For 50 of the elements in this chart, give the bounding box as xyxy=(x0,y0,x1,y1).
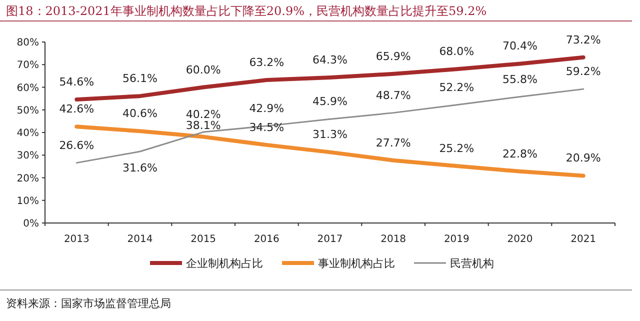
text: 55.8% xyxy=(502,72,538,86)
chart-title: 图18：2013-2021年事业制机构数量占比下降至20.9%，民营机构数量占比提升至59.2% xyxy=(6,4,487,18)
y-tick-label: 30% xyxy=(16,150,39,162)
text: 70.4% xyxy=(502,40,538,53)
x-tick-label: 2021 xyxy=(570,234,596,245)
text: 64.3% xyxy=(312,54,348,67)
text: 42.9% xyxy=(249,102,284,115)
x-tick-label: 2013 xyxy=(64,234,90,245)
text: 56.1% xyxy=(122,72,158,86)
text: 27.7% xyxy=(376,136,411,150)
y-tick-label: 0% xyxy=(23,218,39,230)
x-tick-label: 2015 xyxy=(190,234,216,245)
text: 26.6% xyxy=(59,138,94,152)
text: 38.1% xyxy=(186,118,221,132)
text: 60.0% xyxy=(186,63,221,76)
text: 68.0% xyxy=(439,45,474,58)
text: 31.3% xyxy=(312,128,348,142)
legend-label: 企业制机构占比 xyxy=(186,256,263,270)
text: 40.2% xyxy=(186,108,221,122)
text: 52.2% xyxy=(439,80,474,94)
legend-label: 事业制机构占比 xyxy=(318,256,395,270)
x-tick-label: 2014 xyxy=(127,234,153,245)
text: 45.9% xyxy=(312,95,348,108)
text: 48.7% xyxy=(376,88,411,102)
y-tick-label: 80% xyxy=(16,38,39,48)
x-tick-label: 2018 xyxy=(380,234,406,245)
y-tick-label: 10% xyxy=(16,196,39,207)
text: 资料来源：国家市场监督管理总局 xyxy=(6,297,171,310)
x-tick-label: 2016 xyxy=(254,234,280,245)
text: 40.6% xyxy=(122,107,158,120)
y-tick-label: 60% xyxy=(16,82,39,94)
text: 63.2% xyxy=(249,56,284,70)
text: 59.2% xyxy=(566,65,601,78)
text: 22.8% xyxy=(502,147,538,160)
y-tick-label: 50% xyxy=(16,105,39,116)
x-tick-label: 2017 xyxy=(317,234,343,245)
legend-label: 民营机构 xyxy=(450,256,494,270)
text: 20.9% xyxy=(566,152,601,165)
text: 73.2% xyxy=(566,33,601,46)
text: 42.6% xyxy=(59,102,94,116)
x-tick-label: 2020 xyxy=(507,234,533,245)
text: 54.6% xyxy=(59,75,94,88)
text: 31.6% xyxy=(122,162,158,175)
text: 25.2% xyxy=(439,142,474,155)
text: 65.9% xyxy=(376,50,411,63)
text: 34.5% xyxy=(249,120,284,134)
y-tick-label: 20% xyxy=(16,173,39,184)
y-tick-label: 70% xyxy=(16,60,39,72)
y-tick-label: 40% xyxy=(16,128,39,139)
x-tick-label: 2019 xyxy=(444,234,470,245)
